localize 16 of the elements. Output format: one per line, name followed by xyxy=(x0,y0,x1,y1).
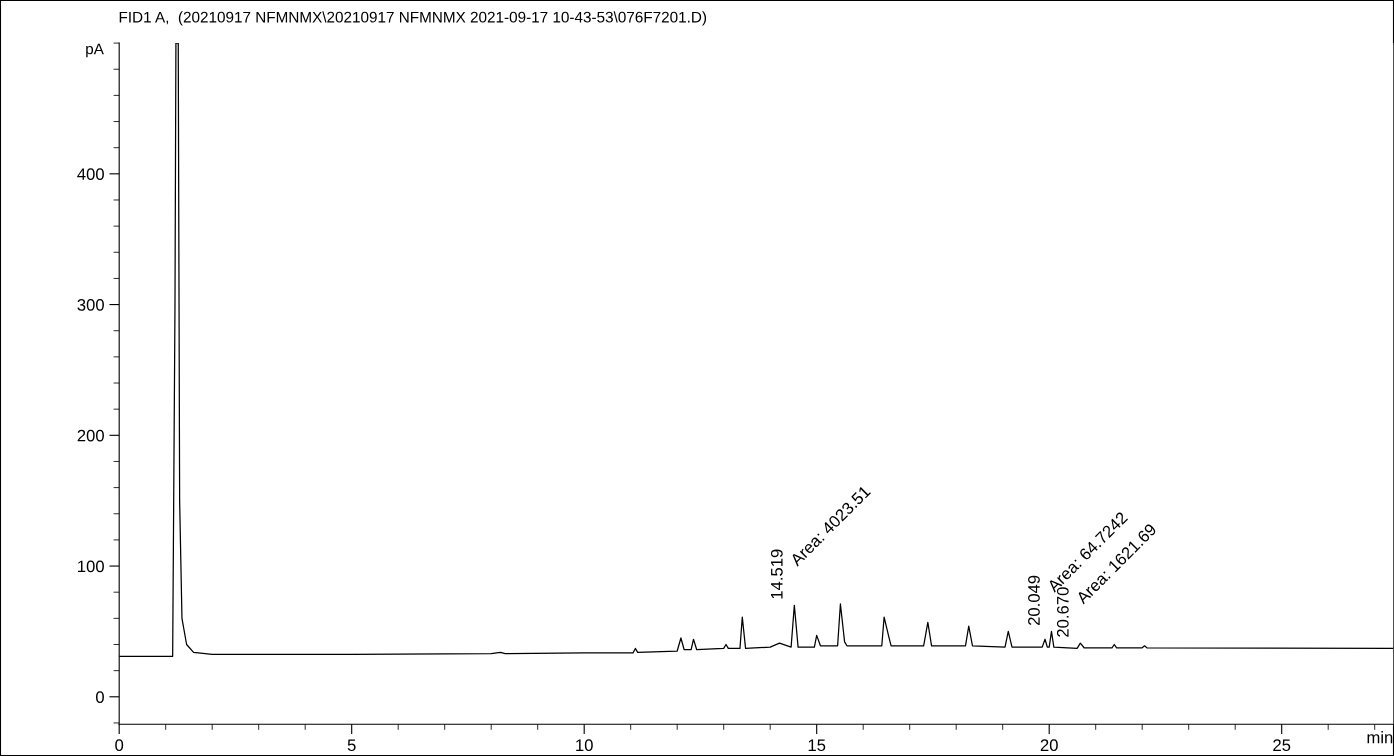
x-axis-title: min xyxy=(1367,731,1393,744)
y-tick-label: 0 xyxy=(95,691,104,703)
x-tick-label: 10 xyxy=(576,739,593,752)
y-tick-label: 300 xyxy=(77,298,104,311)
x-tick-label: 5 xyxy=(347,739,356,752)
annotation: 20.049 xyxy=(1028,575,1040,626)
x-tick-label: 20 xyxy=(1040,739,1058,752)
y-axis-title: pA xyxy=(86,43,104,58)
x-tick-label: 0 xyxy=(115,739,124,752)
x-tick-label: 15 xyxy=(808,739,826,752)
chart-title: FID1 A, (20210917 NFMNMX\20210917 NFMNMX 2021-09-17 10-43-53\076F7201.D) xyxy=(119,11,707,26)
annotation: 14.519 xyxy=(770,549,783,599)
y-tick-label: 400 xyxy=(77,168,104,181)
y-tick-label: 100 xyxy=(78,560,104,573)
x-tick-label: 25 xyxy=(1273,739,1291,752)
y-tick-label: 200 xyxy=(77,429,104,442)
